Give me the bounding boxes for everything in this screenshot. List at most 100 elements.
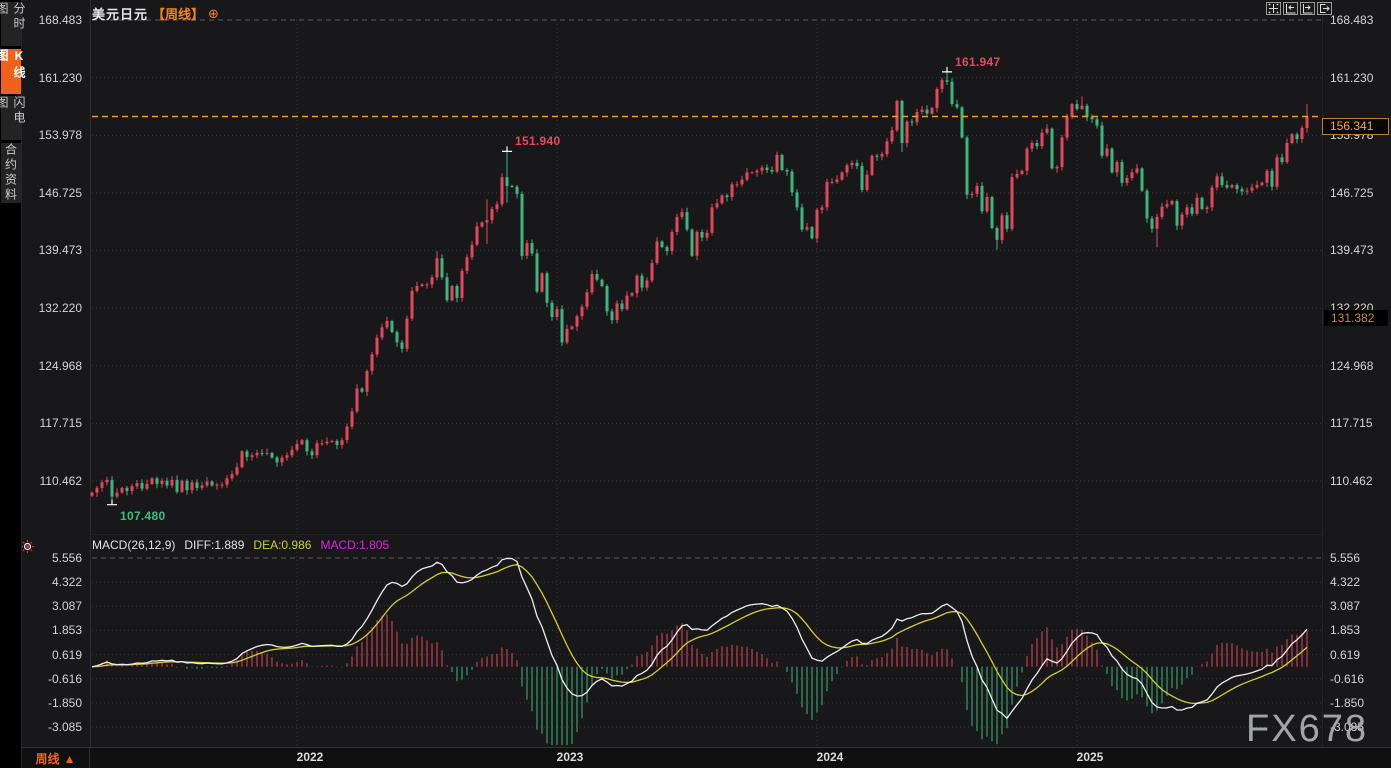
- candle[interactable]: [290, 446, 294, 458]
- candle[interactable]: [500, 173, 504, 207]
- candle[interactable]: [1140, 167, 1144, 192]
- candle[interactable]: [530, 239, 534, 256]
- candle[interactable]: [430, 274, 434, 289]
- candle[interactable]: [705, 229, 709, 241]
- candle[interactable]: [1030, 140, 1034, 153]
- candle[interactable]: [715, 199, 719, 210]
- candle[interactable]: [615, 300, 619, 324]
- candle[interactable]: [1065, 113, 1069, 141]
- candle[interactable]: [275, 455, 279, 467]
- candle[interactable]: [695, 230, 699, 261]
- candle[interactable]: [835, 175, 839, 184]
- candle[interactable]: [710, 203, 714, 236]
- candle[interactable]: [750, 171, 754, 174]
- macd-settings-icon[interactable]: [20, 539, 35, 554]
- candle[interactable]: [1005, 212, 1009, 232]
- candle[interactable]: [120, 486, 124, 494]
- candle[interactable]: [785, 168, 789, 176]
- candle[interactable]: [285, 452, 289, 461]
- candle[interactable]: [105, 476, 109, 486]
- candle[interactable]: [805, 222, 809, 232]
- candle[interactable]: [450, 284, 454, 302]
- candle[interactable]: [975, 182, 979, 197]
- candle[interactable]: [250, 452, 254, 461]
- candle[interactable]: [625, 291, 629, 311]
- candle[interactable]: [925, 105, 929, 116]
- candle[interactable]: [265, 448, 269, 456]
- add-indicator-icon[interactable]: ⊕: [208, 5, 219, 21]
- candle[interactable]: [525, 240, 529, 259]
- candle[interactable]: [675, 213, 679, 236]
- candle[interactable]: [825, 178, 829, 211]
- candle[interactable]: [930, 106, 934, 115]
- candle[interactable]: [320, 439, 324, 446]
- candle[interactable]: [1090, 114, 1094, 123]
- candle[interactable]: [1270, 168, 1274, 191]
- candle[interactable]: [1165, 199, 1169, 209]
- candle[interactable]: [1180, 212, 1184, 230]
- candle[interactable]: [160, 478, 164, 488]
- candle[interactable]: [1275, 154, 1279, 190]
- candle[interactable]: [365, 369, 369, 397]
- candle[interactable]: [505, 151, 509, 203]
- candle[interactable]: [735, 181, 739, 188]
- sidebar-item-kline-chart[interactable]: K线图: [0, 49, 26, 94]
- candle[interactable]: [905, 119, 909, 148]
- candle[interactable]: [1240, 186, 1244, 196]
- candle[interactable]: [685, 207, 689, 232]
- candle[interactable]: [380, 323, 384, 341]
- candle[interactable]: [605, 284, 609, 316]
- candle[interactable]: [260, 449, 264, 457]
- candle[interactable]: [1125, 174, 1129, 186]
- candle[interactable]: [700, 229, 704, 242]
- candle[interactable]: [1175, 199, 1179, 230]
- candle[interactable]: [330, 439, 334, 443]
- candle[interactable]: [1110, 147, 1114, 174]
- candle[interactable]: [885, 138, 889, 158]
- period-selector[interactable]: 周线 ▲: [22, 748, 90, 768]
- candle[interactable]: [345, 423, 349, 444]
- candle[interactable]: [1195, 193, 1199, 216]
- candle[interactable]: [575, 314, 579, 331]
- candle[interactable]: [690, 228, 694, 257]
- candle[interactable]: [820, 204, 824, 214]
- candle[interactable]: [1250, 183, 1254, 194]
- candle[interactable]: [775, 151, 779, 174]
- candle[interactable]: [350, 407, 354, 430]
- candle[interactable]: [405, 315, 409, 352]
- candle[interactable]: [580, 304, 584, 320]
- candle[interactable]: [680, 208, 684, 220]
- candle[interactable]: [150, 477, 154, 485]
- sidebar-item-time-chart[interactable]: 分时图: [0, 2, 26, 46]
- candle[interactable]: [1290, 133, 1294, 145]
- candle[interactable]: [240, 450, 244, 469]
- candle[interactable]: [1235, 183, 1239, 194]
- candle[interactable]: [135, 480, 139, 490]
- candle[interactable]: [140, 479, 144, 492]
- candle[interactable]: [485, 199, 489, 244]
- candle[interactable]: [755, 169, 759, 177]
- candle[interactable]: [730, 181, 734, 201]
- candle[interactable]: [770, 166, 774, 175]
- candle[interactable]: [635, 273, 639, 298]
- candle[interactable]: [205, 477, 209, 488]
- candle[interactable]: [185, 478, 189, 495]
- candle[interactable]: [795, 189, 799, 211]
- candle[interactable]: [495, 201, 499, 213]
- candle[interactable]: [1205, 205, 1209, 214]
- candle[interactable]: [1185, 204, 1189, 218]
- candle[interactable]: [1285, 138, 1289, 164]
- candle[interactable]: [1060, 135, 1064, 171]
- candle[interactable]: [195, 479, 199, 491]
- candle[interactable]: [145, 479, 149, 491]
- candle[interactable]: [440, 254, 444, 280]
- candle[interactable]: [1255, 180, 1259, 190]
- candle[interactable]: [1245, 187, 1249, 195]
- candle[interactable]: [1295, 132, 1299, 144]
- candle[interactable]: [590, 270, 594, 295]
- candle[interactable]: [360, 387, 364, 393]
- candle[interactable]: [990, 195, 994, 230]
- candle[interactable]: [175, 475, 179, 494]
- candle[interactable]: [875, 153, 879, 161]
